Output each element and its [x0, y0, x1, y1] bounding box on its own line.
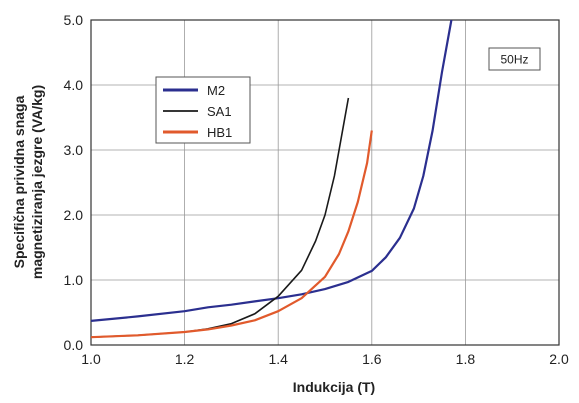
- annotation-text: 50Hz: [500, 53, 528, 67]
- x-tick-label: 1.0: [81, 351, 101, 367]
- x-tick-label: 1.2: [175, 351, 195, 367]
- y-axis-label-line-2: magnetiziranja jezgre (VA/kg): [29, 85, 45, 279]
- legend-label-sa1: SA1: [207, 104, 232, 119]
- y-tick-label: 3.0: [64, 142, 84, 158]
- legend-label-m2: M2: [207, 83, 225, 98]
- y-tick-label: 0.0: [64, 337, 84, 353]
- y-tick-label: 1.0: [64, 272, 84, 288]
- x-axis-label: Indukcija (T): [293, 379, 375, 395]
- series-line-m2: [90, 19, 453, 322]
- legend: M2 SA1 HB1: [155, 76, 251, 144]
- frequency-annotation: 50Hz: [488, 47, 541, 71]
- y-tick-labels: 0.0 1.0 2.0 3.0 4.0 5.0: [64, 12, 84, 353]
- x-tick-label: 1.8: [456, 351, 476, 367]
- y-tick-label: 5.0: [64, 12, 84, 28]
- x-tick-label: 1.6: [362, 351, 382, 367]
- series-lines: [90, 19, 453, 339]
- plot-area: [90, 19, 560, 346]
- y-axis-label-line-1: Specifična prividna snaga: [11, 95, 27, 268]
- annotation-box: [488, 47, 541, 71]
- y-tick-label: 4.0: [64, 77, 84, 93]
- x-tick-label: 2.0: [549, 351, 569, 367]
- x-tick-labels: 1.0 1.2 1.4 1.6 1.8 2.0: [81, 351, 569, 367]
- series-line-hb1: [90, 130, 373, 339]
- legend-label-hb1: HB1: [207, 125, 232, 140]
- x-tick-label: 1.4: [268, 351, 288, 367]
- y-tick-label: 2.0: [64, 207, 84, 223]
- y-axis-label: Specifična prividna snaga magnetiziranja…: [11, 85, 45, 279]
